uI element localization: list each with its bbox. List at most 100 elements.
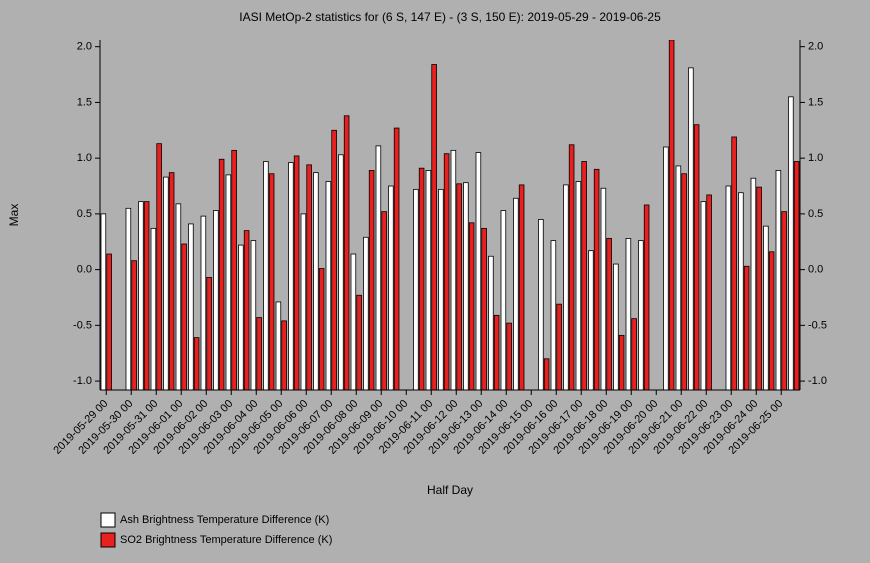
- y-tick-label: -1.0: [73, 375, 92, 387]
- bar: [338, 154, 344, 390]
- bar: [481, 227, 487, 390]
- bar: [631, 318, 637, 390]
- bar: [488, 255, 494, 390]
- bar: [775, 170, 782, 390]
- bar: [275, 301, 282, 390]
- bar: [731, 136, 737, 390]
- bar: [538, 219, 544, 390]
- bar: [500, 210, 507, 390]
- bar: [181, 243, 187, 390]
- bar: [793, 161, 800, 390]
- bar: [425, 170, 432, 390]
- bar: [293, 155, 300, 390]
- bar: [763, 225, 769, 390]
- legend-label: Ash Brightness Temperature Difference (K…: [120, 514, 329, 526]
- y2-tick-label: 1.5: [808, 96, 823, 108]
- bar: [156, 143, 162, 390]
- bar: [456, 183, 462, 390]
- bar: [443, 153, 450, 390]
- bar: [550, 240, 557, 390]
- bar: [200, 215, 207, 390]
- bar: [343, 115, 350, 390]
- bar: [356, 294, 362, 390]
- bar: [300, 213, 307, 390]
- y2-tick-label: -1.0: [808, 375, 827, 387]
- bar: [506, 322, 512, 390]
- bar: [688, 67, 694, 390]
- bar: [388, 185, 394, 390]
- bar: [668, 40, 675, 390]
- bar: [781, 211, 787, 390]
- bars: [100, 40, 800, 390]
- y2-tick-label: -0.5: [808, 319, 827, 331]
- y2-tick-label: 1.0: [808, 152, 823, 164]
- bar: [325, 181, 332, 390]
- bar: [375, 145, 382, 390]
- bar: [318, 268, 325, 390]
- bar: [543, 358, 550, 390]
- bar: [513, 197, 519, 390]
- bar: [593, 168, 600, 390]
- bar: [581, 161, 587, 390]
- bar: [168, 172, 175, 390]
- bar: [638, 240, 644, 390]
- bar: [468, 222, 475, 390]
- bar: [193, 337, 200, 390]
- bar: [143, 201, 150, 390]
- bar: [238, 244, 244, 390]
- bar: [243, 230, 250, 390]
- bar: [368, 170, 375, 390]
- bar: [381, 211, 387, 390]
- bar: [213, 210, 219, 390]
- y-tick-label: 0.0: [77, 264, 92, 276]
- bar: [475, 152, 482, 390]
- y2-tick-label: 2.0: [808, 41, 823, 53]
- bar: [693, 124, 700, 390]
- y-tick-label: 2.0: [77, 41, 92, 53]
- bar: [563, 184, 569, 390]
- bar: [493, 314, 500, 390]
- bar: [393, 127, 400, 390]
- bar: [463, 182, 469, 390]
- bar: [588, 250, 594, 390]
- chart-title: IASI MetOp-2 statistics for (6 S, 147 E)…: [239, 10, 661, 24]
- bar: [643, 204, 650, 390]
- legend-swatch: [100, 532, 116, 548]
- bar: [706, 194, 712, 390]
- bar: [725, 185, 732, 390]
- bar: [568, 144, 575, 390]
- bar: [150, 227, 157, 390]
- bar: [331, 129, 337, 390]
- bar: [450, 149, 457, 390]
- bar: [231, 149, 237, 390]
- bar: [681, 173, 687, 390]
- bar: [138, 201, 144, 390]
- bar: [281, 320, 287, 390]
- bar: [700, 201, 707, 390]
- bar: [606, 238, 612, 390]
- bar: [175, 203, 182, 390]
- bar: [363, 236, 369, 390]
- bar: [738, 192, 744, 390]
- bar: [556, 303, 562, 390]
- bar: [218, 158, 225, 390]
- bar: [750, 177, 757, 390]
- y-axis-label: Max: [7, 204, 21, 227]
- bar: [768, 251, 775, 390]
- bar: [125, 207, 132, 390]
- bar: [575, 181, 582, 390]
- x-axis-label: Half Day: [427, 483, 473, 497]
- bar: [250, 240, 257, 390]
- bar: [100, 213, 107, 390]
- bar: [625, 238, 632, 390]
- bar: [431, 64, 437, 390]
- y-tick-label: 0.5: [77, 208, 92, 220]
- bar: [163, 176, 169, 390]
- bar: [438, 188, 444, 390]
- bar: [756, 186, 762, 390]
- y-tick-label: 1.0: [77, 152, 92, 164]
- legend-label: SO2 Brightness Temperature Difference (K…: [120, 534, 332, 546]
- bar: [306, 164, 312, 390]
- bar: [618, 334, 625, 390]
